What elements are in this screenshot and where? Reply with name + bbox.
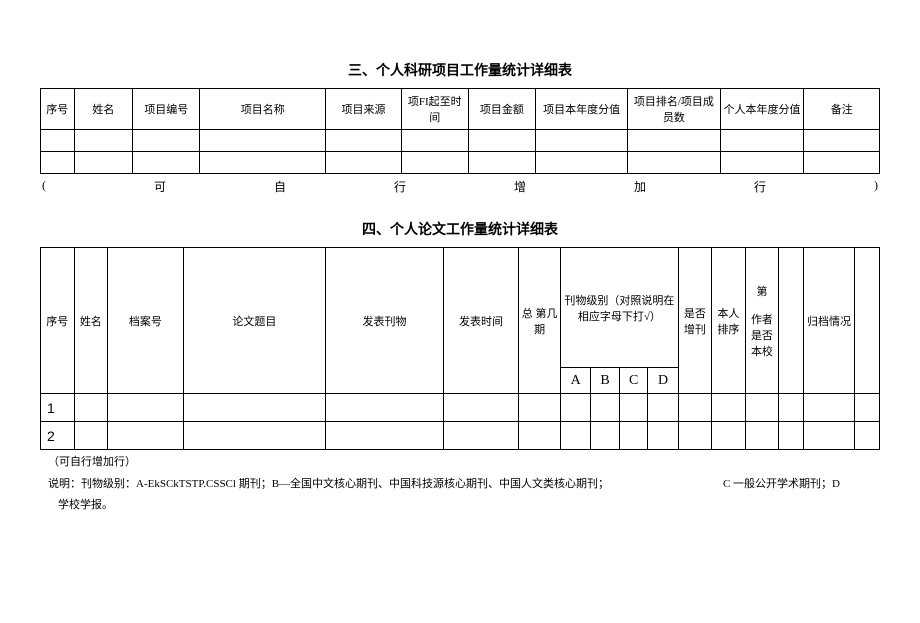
sp3: 行	[394, 178, 406, 195]
h4-C: C	[619, 368, 648, 394]
h4-blank1	[779, 248, 804, 394]
footnotes: （可自行增加行） 说明：刊物级别：A-EkSCkTSTP.CSSCl 期刊；B—…	[44, 454, 880, 515]
table3-row2	[41, 152, 880, 174]
h-time: 项FI起至时间	[401, 89, 468, 130]
table4-row1: 1	[41, 394, 880, 422]
table3-row1	[41, 130, 880, 152]
h-score: 项目本年度分值	[535, 89, 627, 130]
footnote1: （可自行增加行）	[44, 454, 880, 472]
h-projnum: 项目编号	[133, 89, 200, 130]
h4-issue: 总 第几期	[519, 248, 561, 394]
h-remark: 备注	[804, 89, 880, 130]
sp5: 加	[634, 178, 646, 195]
h-projname: 项目名称	[200, 89, 326, 130]
fn2-label: 说明：	[48, 478, 81, 490]
fn2-c: C 一般公开学术期刊；D	[737, 476, 840, 494]
sp6: 行	[754, 178, 766, 195]
h-rank: 项目排名/项目成员数	[628, 89, 720, 130]
table-section4: 序号 姓名 档案号 论文题目 发表刊物 发表时间 总 第几期 刊物级别（对照说明…	[40, 247, 880, 450]
h4-blank2	[854, 248, 879, 394]
table4-row2: 2	[41, 422, 880, 450]
h4-archstat: 归档情况	[804, 248, 854, 394]
table4-header1: 序号 姓名 档案号 论文题目 发表刊物 发表时间 总 第几期 刊物级别（对照说明…	[41, 248, 880, 368]
sp4: 增	[514, 178, 526, 195]
h-amount: 项目金额	[468, 89, 535, 130]
h-seq: 序号	[41, 89, 75, 130]
r2-num: 2	[41, 422, 75, 450]
r1-num: 1	[41, 394, 75, 422]
h4-level: 刊物级别（对照说明在相应字母下打√）	[561, 248, 678, 368]
h4-supp: 是否增刊	[678, 248, 712, 394]
sp0: (	[42, 178, 46, 195]
h4-title: 论文题目	[183, 248, 326, 394]
footnote3: 学校学报。	[44, 497, 880, 515]
h4-archive: 档案号	[108, 248, 184, 394]
table-section3: 序号 姓名 项目编号 项目名称 项目来源 项FI起至时间 项目金额 项目本年度分…	[40, 88, 880, 174]
h4-first: 第 作者是否本校	[745, 248, 779, 394]
section3-title: 三、个人科研项目工作量统计详细表	[40, 60, 880, 80]
table3-header-row: 序号 姓名 项目编号 项目名称 项目来源 项FI起至时间 项目金额 项目本年度分…	[41, 89, 880, 130]
sp2: 自	[274, 178, 286, 195]
h4-D: D	[648, 368, 678, 394]
h-source: 项目来源	[326, 89, 402, 130]
sp1: 可	[154, 178, 166, 195]
fn2-a: 刊物级别：A-EkSCkTSTP.CSSCl 期刊；B—全国中文核心期刊、中国科…	[81, 478, 609, 490]
h4-pubtime: 发表时间	[443, 248, 519, 394]
sp7: )	[874, 178, 878, 195]
h4-order: 本人排序	[712, 248, 746, 394]
h4-B: B	[591, 368, 620, 394]
h4-seq: 序号	[41, 248, 75, 394]
h4-A: A	[561, 368, 591, 394]
h4-journal: 发表刊物	[326, 248, 443, 394]
h-name: 姓名	[74, 89, 133, 130]
h-personal: 个人本年度分值	[720, 89, 804, 130]
footnote2: 说明：刊物级别：A-EkSCkTSTP.CSSCl 期刊；B—全国中文核心期刊、…	[44, 476, 880, 494]
h4-name: 姓名	[74, 248, 108, 394]
spread-note: ( 可 自 行 增 加 行 )	[42, 178, 878, 195]
section4-title: 四、个人论文工作量统计详细表	[40, 219, 880, 239]
